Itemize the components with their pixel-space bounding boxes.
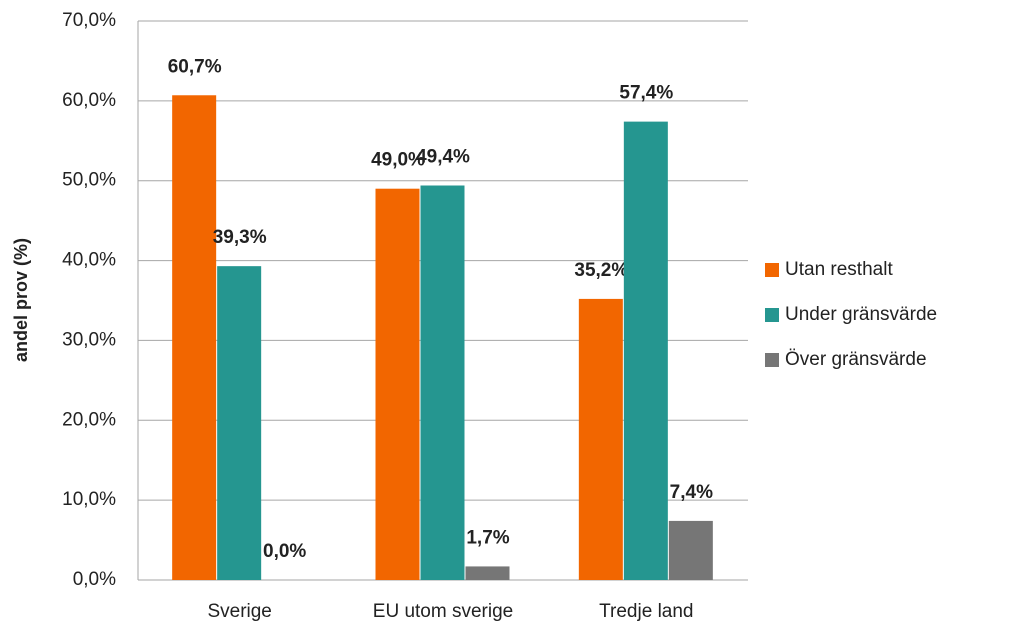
x-tick-label: Tredje land: [599, 601, 693, 622]
data-label: 49,4%: [416, 147, 470, 168]
data-label: 1,7%: [466, 527, 509, 548]
y-tick-label: 30,0%: [62, 329, 116, 350]
data-label: 35,2%: [574, 260, 628, 281]
bar: [172, 95, 217, 580]
y-tick-label: 0,0%: [73, 569, 116, 590]
bar: [375, 188, 420, 580]
legend-label: Under gränsvärde: [785, 304, 937, 325]
y-tick-label: 20,0%: [62, 409, 116, 430]
x-tick-label: EU utom sverige: [373, 601, 513, 622]
y-tick-label: 60,0%: [62, 90, 116, 111]
data-label: 60,7%: [168, 56, 222, 77]
x-tick-label: Sverige: [207, 601, 271, 622]
bar: [217, 266, 262, 580]
bar: [420, 185, 465, 580]
data-label: 39,3%: [213, 227, 267, 248]
legend-swatch: [765, 263, 779, 277]
legend-swatch: [765, 308, 779, 322]
bar: [578, 298, 623, 580]
y-tick-label: 40,0%: [62, 250, 116, 271]
data-label: 57,4%: [619, 83, 673, 104]
legend-label: Över gränsvärde: [785, 349, 927, 370]
bar: [668, 520, 713, 580]
bar: [465, 566, 510, 580]
data-label: 0,0%: [263, 541, 306, 562]
y-axis-title: andel prov (%): [11, 238, 31, 362]
y-tick-label: 10,0%: [62, 489, 116, 510]
data-label: 49,0%: [371, 150, 425, 171]
legend-swatch: [765, 353, 779, 367]
y-tick-label: 50,0%: [62, 170, 116, 191]
legend-label: Utan resthalt: [785, 259, 893, 280]
y-tick-label: 70,0%: [62, 10, 116, 31]
bar: [623, 121, 668, 581]
data-label: 7,4%: [670, 482, 713, 503]
